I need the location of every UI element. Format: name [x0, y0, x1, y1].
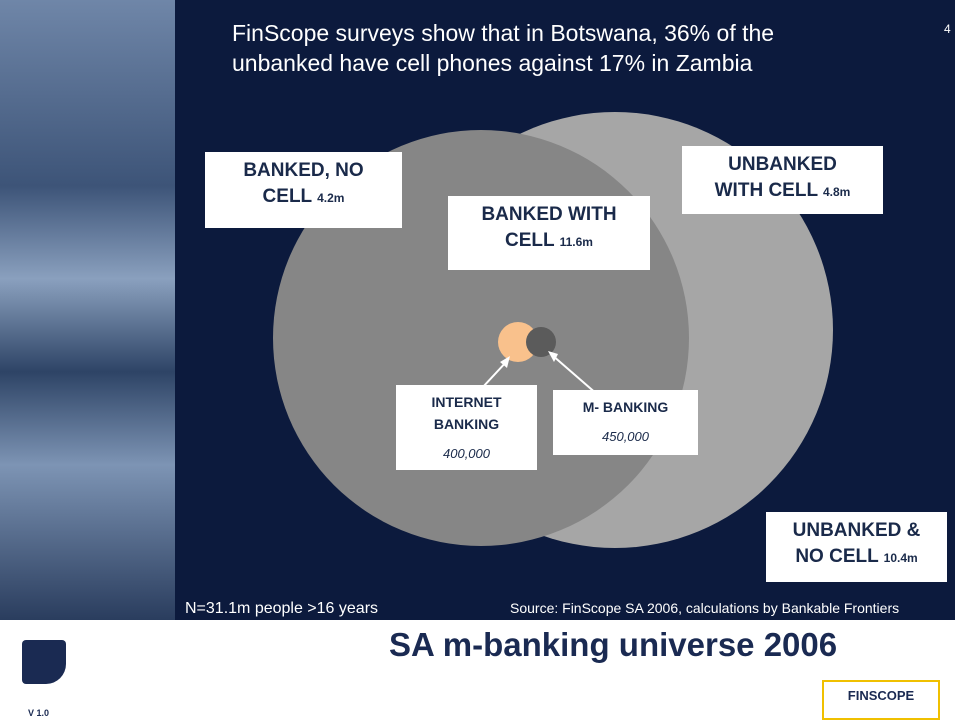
segment-value: 11.6m [559, 235, 593, 249]
segment-value: 450,000 [602, 429, 649, 444]
segment-value: 10.4m [883, 551, 918, 565]
arrow [551, 354, 599, 396]
segment-value: 400,000 [443, 446, 490, 461]
header: FinScope surveys show that in Botswana, … [232, 18, 774, 78]
label-text: BANKING [433, 416, 500, 432]
segment-label: INTERNET BANKING 400,000 [396, 385, 537, 470]
label-line: BANKING [400, 413, 533, 435]
label-text: INTERNET [431, 394, 502, 410]
label-line: UNBANKED [686, 152, 879, 178]
label-line: BANKED WITH [452, 202, 646, 228]
label-line: CELL 4.2m [209, 184, 398, 211]
header-line: FinScope surveys show that in Botswana, … [232, 20, 775, 46]
segment-value: 4.2m [317, 191, 345, 205]
arrow-head [548, 351, 558, 362]
label-text: BANKED WITH [481, 204, 617, 225]
segment-label: BANKED, NO CELL 4.2m [205, 152, 402, 228]
label-text: BANKED, NO [243, 160, 364, 181]
segment-label: UNBANKED & NO CELL 10.4m [766, 512, 947, 582]
label-line: BANKED, NO [209, 158, 398, 184]
label-text: CELL [262, 186, 312, 207]
segment-label: BANKED WITH CELL 11.6m [448, 196, 650, 270]
header-line: unbanked have cell phones against 17% in… [232, 50, 753, 76]
segment-label: UNBANKED WITH CELL 4.8m [682, 146, 883, 214]
label-line: UNBANKED & [770, 518, 943, 544]
label-text: CELL [505, 230, 555, 251]
logo-left [22, 640, 66, 684]
arrow-head [500, 356, 510, 368]
internet-circle [498, 322, 538, 362]
footnote: N=31.1m people >16 years [185, 600, 379, 617]
label-text: UNBANKED & [792, 520, 921, 541]
segment-label: M- BANKING 450,000 [553, 390, 698, 455]
segment-value: 4.8m [823, 185, 851, 199]
label-text: UNBANKED [728, 154, 837, 175]
version: V 1.0 [28, 708, 50, 718]
logo: FINSCOPE [822, 680, 940, 720]
mbanking-circle [526, 327, 556, 357]
page-number: 4 [944, 22, 951, 36]
title: SA m-banking universe 2006 [389, 626, 838, 663]
label-text: WITH CELL [714, 180, 818, 201]
source: Source: FinScope SA 2006, calculations b… [510, 600, 900, 616]
label-line: CELL 11.6m [452, 228, 646, 255]
label-line: M- BANKING [557, 396, 694, 418]
label-line: NO CELL 10.4m [770, 544, 943, 571]
photo [0, 0, 175, 620]
label-text: NO CELL [795, 546, 879, 567]
label-line: WITH CELL 4.8m [686, 178, 879, 205]
label-text: M- BANKING [582, 399, 669, 415]
label-line: INTERNET [400, 391, 533, 413]
